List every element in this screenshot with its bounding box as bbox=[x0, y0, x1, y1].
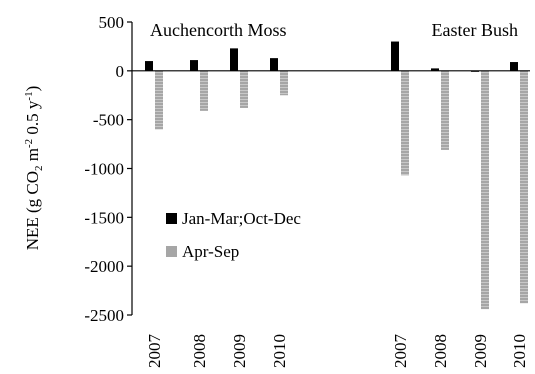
y-tick-label: -500 bbox=[93, 111, 124, 130]
y-axis: 500 0 -500 -1000 -1500 -2000 -2500 bbox=[84, 13, 133, 325]
legend-swatch bbox=[166, 246, 177, 257]
legend-swatch bbox=[166, 213, 177, 224]
bar-jan-mar-oct-dec bbox=[270, 58, 278, 71]
bars bbox=[145, 41, 528, 310]
legend-label: Jan-Mar;Oct-Dec bbox=[182, 209, 301, 228]
x-tick-label: 2007 bbox=[145, 334, 164, 369]
bar-jan-mar-oct-dec bbox=[230, 48, 238, 71]
x-tick-label: 2007 bbox=[391, 334, 410, 369]
bar-apr-sep bbox=[520, 70, 528, 304]
y-axis-title: NEE (g CO2 m-2 0.5 y-1) bbox=[23, 86, 45, 251]
bar-apr-sep bbox=[401, 70, 409, 176]
bar-apr-sep bbox=[280, 70, 288, 96]
y-tick-label: 0 bbox=[116, 62, 125, 81]
bar-apr-sep bbox=[481, 70, 489, 310]
x-axis-tick-labels: 2007 2008 2009 2010 2007 2008 2009 2010 bbox=[145, 334, 529, 369]
x-tick-label: 2010 bbox=[510, 334, 529, 368]
bar-jan-mar-oct-dec bbox=[391, 41, 399, 71]
bar-jan-mar-oct-dec bbox=[145, 61, 153, 71]
bar-apr-sep bbox=[441, 70, 449, 150]
bar-apr-sep bbox=[200, 70, 208, 111]
y-axis-label: NEE (g CO2 m-2 0.5 y-1) bbox=[23, 86, 45, 251]
legend-label: Apr-Sep bbox=[182, 242, 239, 261]
bar-apr-sep bbox=[240, 70, 248, 108]
site-labels: Auchencorth Moss Easter Bush bbox=[150, 20, 518, 40]
bar-jan-mar-oct-dec bbox=[510, 62, 518, 71]
site-label: Auchencorth Moss bbox=[150, 20, 286, 40]
x-tick-label: 2009 bbox=[471, 334, 490, 368]
site-label: Easter Bush bbox=[432, 20, 518, 40]
x-tick-label: 2008 bbox=[190, 334, 209, 368]
x-tick-label: 2008 bbox=[431, 334, 450, 368]
bar-apr-sep bbox=[155, 70, 163, 130]
x-tick-label: 2009 bbox=[230, 334, 249, 368]
y-tick-label: -1000 bbox=[84, 160, 124, 179]
y-tick-label: 500 bbox=[99, 13, 125, 32]
x-tick-label: 2010 bbox=[270, 334, 289, 368]
y-tick-label: -2000 bbox=[84, 257, 124, 276]
bar-jan-mar-oct-dec bbox=[190, 60, 198, 71]
y-tick-label: -2500 bbox=[84, 306, 124, 325]
legend: Jan-Mar;Oct-Dec Apr-Sep bbox=[166, 209, 301, 261]
bar-jan-mar-oct-dec bbox=[431, 68, 439, 71]
y-tick-label: -1500 bbox=[84, 208, 124, 227]
